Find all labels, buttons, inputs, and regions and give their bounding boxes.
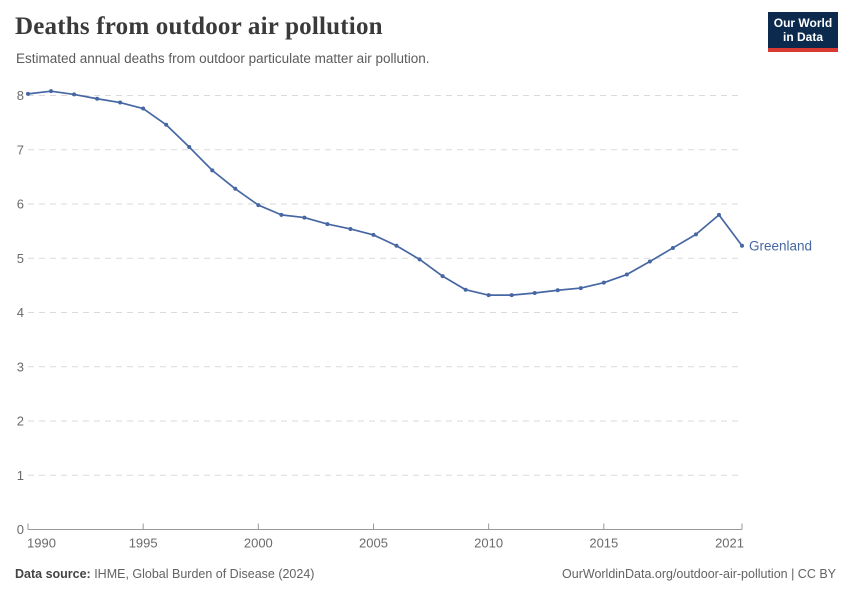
data-point	[233, 186, 238, 191]
data-point	[72, 92, 77, 97]
y-axis-label: 4	[17, 305, 24, 320]
data-point	[49, 89, 54, 94]
data-point	[463, 287, 468, 292]
data-point	[670, 245, 675, 250]
data-point	[716, 212, 721, 217]
x-axis-label: 2010	[474, 536, 503, 551]
data-source-value: IHME, Global Burden of Disease (2024)	[90, 567, 315, 581]
y-axis-label: 3	[17, 359, 24, 374]
data-point	[417, 257, 422, 262]
y-axis-label: 2	[17, 414, 24, 429]
x-axis-label: 1995	[129, 536, 158, 551]
series-line	[27, 90, 743, 296]
y-axis-label: 1	[17, 468, 24, 483]
data-point	[164, 122, 169, 127]
data-point	[509, 293, 514, 298]
x-axis-label: 2000	[244, 536, 273, 551]
x-axis-label: 2005	[359, 536, 388, 551]
y-axis-label: 0	[17, 522, 24, 537]
data-point	[394, 243, 399, 248]
data-point	[371, 232, 376, 237]
owid-logo-line2: in Data	[782, 30, 823, 44]
data-source: Data source: IHME, Global Burden of Dise…	[15, 567, 314, 581]
data-point	[578, 286, 583, 291]
data-point	[348, 226, 353, 231]
data-point	[279, 212, 284, 217]
data-point	[601, 280, 606, 285]
y-axis-label: 8	[17, 88, 24, 103]
data-point	[532, 290, 537, 295]
y-axis-label: 5	[17, 251, 24, 266]
chart-footer: Data source: IHME, Global Burden of Dise…	[15, 567, 836, 581]
data-point	[740, 243, 744, 248]
data-point	[693, 232, 698, 237]
page-title: Deaths from outdoor air pollution	[15, 13, 383, 40]
series-label[interactable]: Greenland	[749, 238, 812, 253]
owid-logo[interactable]: Our World in Data	[768, 12, 838, 52]
data-point	[187, 145, 192, 150]
data-point	[440, 274, 445, 279]
x-axis-label: 2021	[715, 536, 744, 551]
credit-link[interactable]: OurWorldinData.org/outdoor-air-pollution…	[562, 567, 836, 581]
data-point	[624, 272, 629, 277]
line-chart: 0 1 2 3 4 5 6 7 8 1990 1995 2000 2005 2010 2015 2021 Gre…	[17, 88, 812, 551]
data-point	[325, 222, 330, 227]
data-source-label: Data source:	[15, 567, 91, 581]
data-point	[486, 293, 491, 298]
y-axis-label: 6	[17, 197, 24, 212]
data-point	[118, 100, 123, 105]
data-point	[256, 203, 261, 208]
data-point	[95, 96, 100, 101]
data-point	[141, 106, 146, 111]
data-point	[647, 259, 652, 264]
data-point	[302, 215, 307, 220]
data-point	[26, 91, 30, 96]
data-point	[210, 168, 215, 173]
owid-logo-line1: Our World	[773, 16, 833, 30]
y-axis-label: 7	[17, 142, 24, 157]
x-axis-label: 2015	[589, 536, 618, 551]
chart-subtitle: Estimated annual deaths from outdoor par…	[16, 51, 430, 66]
data-point	[555, 288, 560, 293]
x-axis-label: 1990	[27, 536, 56, 551]
